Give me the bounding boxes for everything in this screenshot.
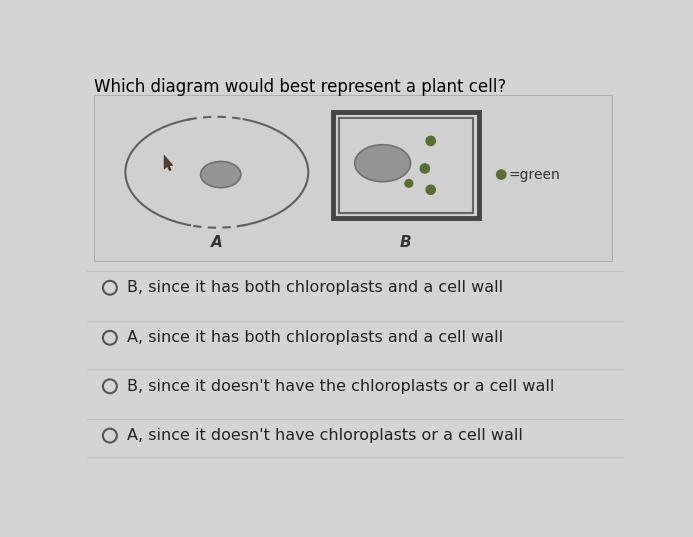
Ellipse shape <box>125 117 308 228</box>
Bar <box>94 95 612 261</box>
Text: B, since it doesn't have the chloroplasts or a cell wall: B, since it doesn't have the chloroplast… <box>127 379 554 394</box>
Ellipse shape <box>355 144 410 182</box>
Circle shape <box>426 136 435 146</box>
Text: A, since it has both chloroplasts and a cell wall: A, since it has both chloroplasts and a … <box>127 330 503 345</box>
Ellipse shape <box>200 162 241 187</box>
Circle shape <box>497 170 506 179</box>
Text: Which diagram would best represent a plant cell?: Which diagram would best represent a pla… <box>94 78 507 96</box>
Text: B, since it has both chloroplasts and a cell wall: B, since it has both chloroplasts and a … <box>127 280 503 295</box>
Text: A: A <box>211 235 222 250</box>
Polygon shape <box>164 155 173 171</box>
Circle shape <box>405 179 413 187</box>
Text: B: B <box>400 235 412 250</box>
Text: =green: =green <box>508 168 560 182</box>
Text: A, since it doesn't have chloroplasts or a cell wall: A, since it doesn't have chloroplasts or… <box>127 428 523 443</box>
Circle shape <box>426 185 435 194</box>
Bar <box>333 112 479 219</box>
Bar <box>338 118 473 213</box>
Circle shape <box>420 164 430 173</box>
